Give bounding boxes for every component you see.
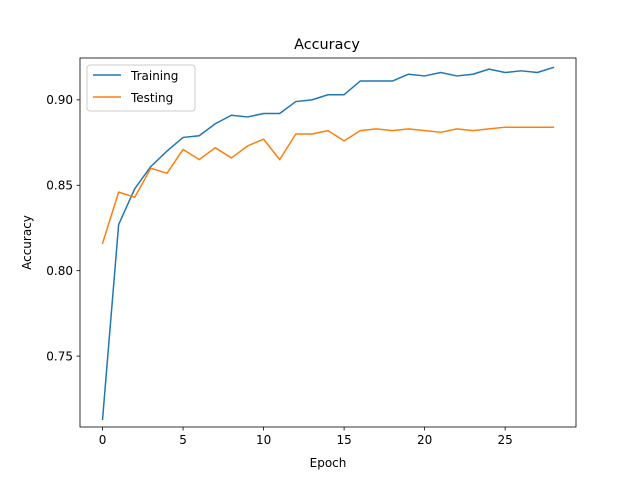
series-line-training xyxy=(101,66,555,421)
chart-title: Accuracy xyxy=(294,37,360,53)
x-tick-label: 15 xyxy=(336,433,351,447)
plot-lines xyxy=(101,66,555,421)
y-tick-label: 0.85 xyxy=(46,179,73,193)
x-axis-label: Epoch xyxy=(310,456,347,470)
y-axis-ticks: 0.75 0.80 0.85 0.90 xyxy=(46,93,80,363)
x-tick-label: 10 xyxy=(256,433,271,447)
x-tick-label: 20 xyxy=(417,433,432,447)
legend: Training Testing xyxy=(86,64,196,112)
x-axis-ticks: 0 5 10 15 20 25 xyxy=(99,427,513,447)
plot-frame xyxy=(79,57,577,428)
legend-label-training: Training xyxy=(130,69,178,83)
x-tick-label: 25 xyxy=(498,433,513,447)
y-axis-label: Accuracy xyxy=(20,215,34,270)
y-tick-label: 0.80 xyxy=(46,264,73,278)
legend-box xyxy=(86,64,196,112)
x-tick-label: 5 xyxy=(179,433,187,447)
y-tick-label: 0.90 xyxy=(46,93,73,107)
x-tick-label: 0 xyxy=(99,433,107,447)
series-line-testing xyxy=(101,126,555,245)
legend-label-testing: Testing xyxy=(130,91,173,105)
y-tick-label: 0.75 xyxy=(46,349,73,363)
